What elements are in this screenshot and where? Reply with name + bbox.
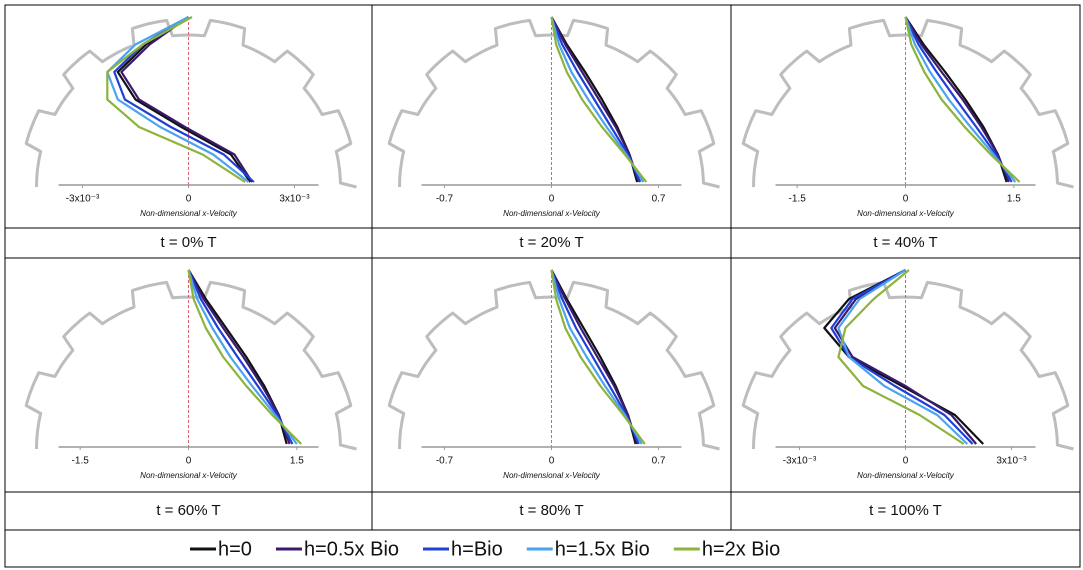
x-tick-label: 3x10⁻³: [279, 194, 310, 205]
x-tick-label: 0: [903, 456, 909, 467]
gear-outline: [24, 18, 357, 189]
gear-outline: [741, 280, 1074, 451]
profile-line: [904, 16, 1017, 183]
x-tick-label: 0.7: [652, 194, 666, 205]
profile-line: [106, 16, 250, 183]
x-tick-label: -0.7: [436, 194, 454, 205]
gear-outline: [387, 18, 720, 189]
x-tick-label: 0: [186, 194, 192, 205]
profile-line: [550, 16, 648, 183]
profile-line: [550, 16, 645, 183]
x-tick-label: 0: [186, 456, 192, 467]
panel-caption: t = 60% T: [156, 502, 220, 519]
profile-line: [904, 16, 1021, 183]
panel-caption: t = 80% T: [519, 502, 583, 519]
profile-line: [187, 269, 298, 445]
panel-caption: t = 40% T: [873, 234, 937, 251]
legend-label: h=0: [218, 538, 252, 560]
profile-line: [550, 16, 640, 183]
profile-line: [550, 269, 646, 445]
legend-label: h=2x Bio: [702, 538, 780, 560]
gear-outline: [387, 280, 720, 451]
profile-line: [187, 269, 291, 445]
x-tick-label: 0: [903, 194, 909, 205]
profile-line: [550, 269, 639, 445]
x-axis-label: Non-dimensional x-Velocity: [857, 471, 955, 480]
profile-line: [837, 269, 965, 445]
x-tick-label: -0.7: [436, 456, 454, 467]
profile-line: [106, 16, 246, 183]
profile-line: [550, 269, 640, 445]
x-tick-label: 1.5: [290, 456, 304, 467]
x-tick-label: -1.5: [72, 456, 90, 467]
profile-line: [120, 16, 254, 183]
gear-outline: [741, 18, 1074, 189]
panel-caption: t = 0% T: [160, 234, 216, 251]
profile-line: [837, 269, 969, 445]
x-tick-label: 0: [549, 456, 555, 467]
profile-line: [116, 16, 252, 183]
x-tick-label: -3x10⁻³: [66, 194, 100, 205]
x-axis-label: Non-dimensional x-Velocity: [857, 209, 955, 218]
panel-caption: t = 20% T: [519, 234, 583, 251]
legend-label: h=0.5x Bio: [304, 538, 399, 560]
legend-label: h=Bio: [451, 538, 503, 560]
profile-line: [187, 269, 302, 445]
profile-line: [550, 269, 643, 445]
profile-line: [550, 16, 642, 183]
panel-caption: t = 100% T: [869, 502, 942, 519]
x-axis-label: Non-dimensional x-Velocity: [140, 209, 238, 218]
legend-label: h=1.5x Bio: [555, 538, 650, 560]
x-axis-label: Non-dimensional x-Velocity: [140, 471, 238, 480]
x-tick-label: 3x10⁻³: [996, 456, 1027, 467]
x-tick-label: -1.5: [789, 194, 807, 205]
profile-line: [833, 269, 978, 445]
x-tick-label: 1.5: [1007, 194, 1021, 205]
x-tick-label: 0.7: [652, 456, 666, 467]
profile-line: [187, 269, 294, 445]
profile-line: [904, 16, 1013, 183]
x-tick-label: 0: [549, 194, 555, 205]
frame: [4, 4, 1081, 568]
x-axis-label: Non-dimensional x-Velocity: [503, 471, 601, 480]
x-tick-label: -3x10⁻³: [783, 456, 817, 467]
profile-line: [904, 16, 1010, 183]
x-axis-label: Non-dimensional x-Velocity: [503, 209, 601, 218]
gear-outline: [24, 280, 357, 451]
